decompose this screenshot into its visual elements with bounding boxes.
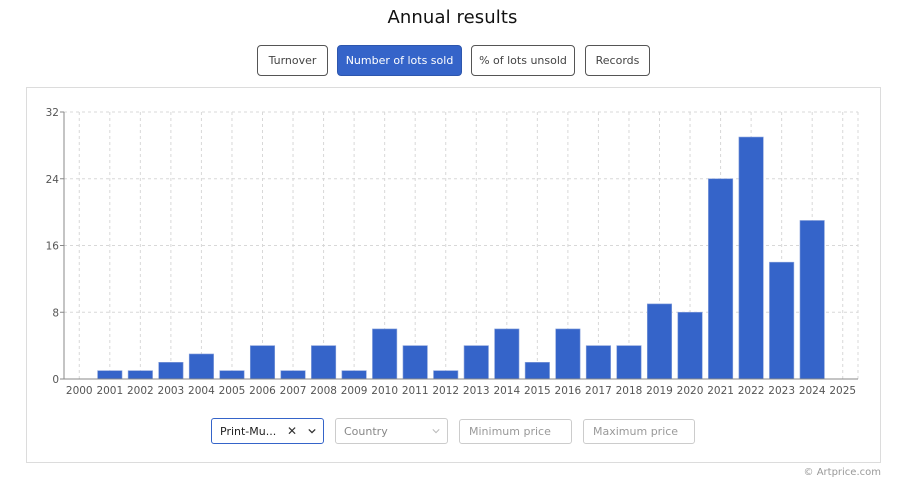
x-tick-label: 2020 [677,385,704,397]
x-tick-label: 2003 [158,385,185,397]
bar-2014 [494,328,520,380]
tab-turnover[interactable]: Turnover [257,45,328,76]
y-tick-label: 32 [46,107,59,119]
chevron-down-icon[interactable] [432,427,440,435]
x-tick-label: 2008 [310,385,337,397]
x-tick-label: 2000 [66,385,93,397]
x-tick-label: 2018 [616,385,643,397]
bar-2008 [311,345,337,380]
x-tick-label: 2007 [280,385,307,397]
x-tick-label: 2011 [402,385,429,397]
country-select[interactable]: Country [335,418,448,444]
bar-2023 [769,261,795,380]
bar-2010 [372,328,398,380]
x-tick-label: 2016 [555,385,582,397]
x-tick-label: 2015 [524,385,551,397]
bar-2007 [280,370,306,380]
x-tick-label: 2023 [768,385,795,397]
filter-bar: Print-Mu... ✕ Country [0,418,905,444]
y-tick-label: 8 [52,307,59,319]
x-tick-label: 2021 [707,385,734,397]
x-tick-label: 2017 [585,385,612,397]
bar-2019 [646,303,673,380]
x-tick-label: 2012 [432,385,459,397]
x-tick-label: 2001 [96,385,123,397]
x-tick-label: 2014 [493,385,520,397]
copyright-credit: © Artprice.com [803,467,881,478]
y-tick-label: 16 [46,241,60,253]
bar-2022 [738,136,764,380]
x-tick-label: 2005 [219,385,246,397]
bar-2018 [616,345,642,380]
x-tick-label: 2019 [646,385,673,397]
bar-2012 [433,370,459,380]
x-tick-label: 2022 [738,385,765,397]
tab-records[interactable]: Records [585,45,650,76]
bar-2024 [799,220,825,380]
y-tick-label: 24 [46,174,60,186]
close-icon[interactable]: ✕ [286,424,297,438]
x-tick-label: 2009 [341,385,368,397]
x-tick-label: 2025 [829,385,856,397]
x-tick-label: 2004 [188,385,215,397]
bar-2011 [402,345,428,380]
bar-2013 [463,345,489,380]
bar-2020 [677,311,703,380]
bar-2004 [188,353,214,380]
x-tick-label: 2002 [127,385,154,397]
y-tick-label: 0 [52,374,59,386]
bar-chart: 0 8 16 24 32 2000 2001 2002 2003 2004 2005 2006 2007… [46,107,859,397]
chart-canvas: 0 8 16 24 32 2000 2001 2002 2003 2004 2005 2006 2007… [46,107,859,397]
minimum-price-input[interactable] [459,419,572,444]
tab-percent-lots-unsold[interactable]: % of lots unsold [471,45,575,76]
country-select-placeholder: Country [344,424,388,438]
category-select-value: Print-Mu... [220,424,277,438]
bar-2005 [219,370,245,380]
x-tick-label: 2024 [799,385,826,397]
chevron-down-icon[interactable] [308,427,316,435]
bar-2017 [585,345,611,380]
category-select[interactable]: Print-Mu... ✕ [211,418,324,444]
bar-2021 [708,178,734,380]
bar-2002 [127,370,153,380]
x-tick-label: 2013 [463,385,490,397]
bar-2003 [158,362,184,380]
tab-number-of-lots-sold[interactable]: Number of lots sold [337,45,462,76]
x-tick-label: 2006 [249,385,276,397]
bar-2009 [341,370,367,380]
bar-2006 [249,345,276,380]
page-title: Annual results [387,7,518,28]
bar-2015 [524,362,550,380]
maximum-price-input[interactable] [583,419,695,444]
bar-2001 [97,370,123,380]
bar-2016 [555,328,581,380]
x-tick-label: 2010 [371,385,398,397]
chart-panel [26,87,881,463]
